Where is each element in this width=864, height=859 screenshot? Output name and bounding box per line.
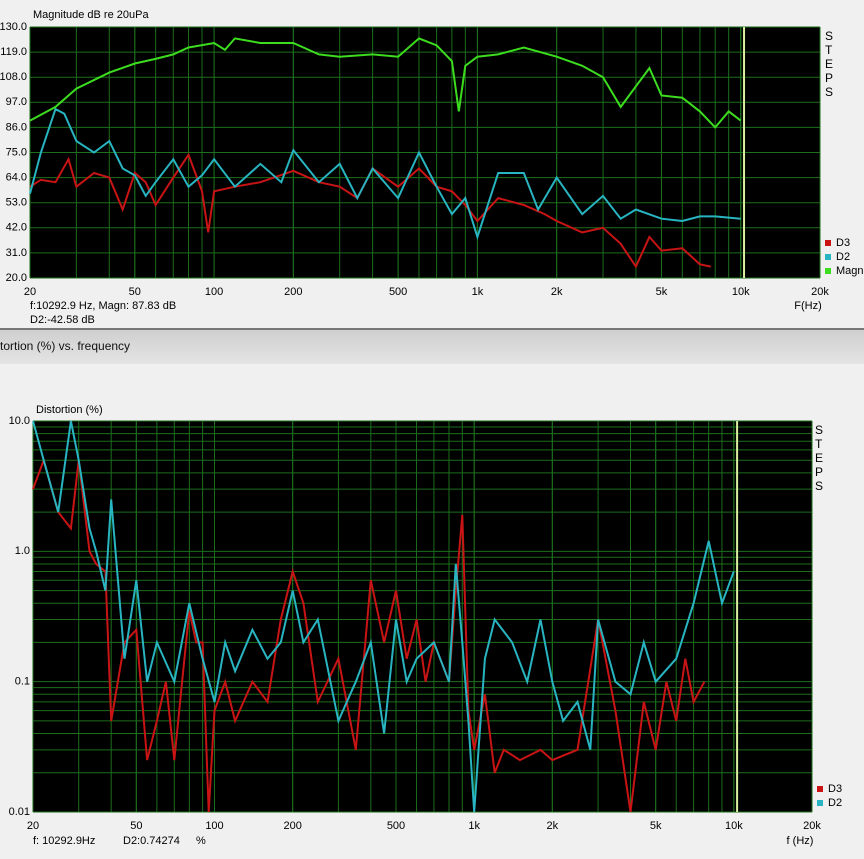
- side-label: STEPS: [815, 423, 824, 493]
- series-line: [29, 107, 741, 241]
- x-tick-label: 20: [24, 286, 36, 298]
- legend-swatch: [825, 268, 831, 274]
- x-tick-label: 20k: [811, 286, 829, 298]
- legend-swatch: [825, 240, 831, 246]
- cursor-readout: D2:-42.58 dB: [30, 314, 95, 326]
- y-tick-label: 0.1: [15, 676, 30, 688]
- x-tick-label: 10k: [725, 820, 743, 832]
- chart-title: Magnitude dB re 20uPa: [33, 9, 149, 21]
- x-tick-label: 50: [130, 820, 142, 832]
- y-tick-label: 42.0: [6, 222, 27, 234]
- legend-label: D3: [828, 783, 842, 795]
- y-tick-label: 75.0: [6, 146, 27, 158]
- x-tick-label: 50: [129, 286, 141, 298]
- y-tick-label: 0.01: [9, 806, 30, 818]
- x-axis-label: F(Hz): [794, 300, 822, 312]
- x-tick-label: 1k: [472, 286, 484, 298]
- legend-swatch: [825, 254, 831, 260]
- legend-label: D2: [836, 251, 850, 263]
- series-line: [32, 420, 735, 813]
- y-tick-label: 10.0: [9, 415, 30, 427]
- x-tick-label: 2k: [551, 286, 563, 298]
- y-tick-label: 53.0: [6, 197, 27, 209]
- series-line: [29, 37, 742, 129]
- side-label: STEPS: [825, 29, 834, 99]
- y-tick-label: 31.0: [6, 247, 27, 259]
- x-tick-label: 5k: [656, 286, 668, 298]
- x-tick-label: 1k: [468, 820, 480, 832]
- y-tick-label: 119.0: [0, 46, 27, 58]
- legend-swatch: [817, 800, 823, 806]
- x-tick-label: 10k: [732, 286, 750, 298]
- series-line: [29, 152, 712, 269]
- y-tick-label: 20.0: [6, 272, 27, 284]
- legend-label: D2: [828, 797, 842, 809]
- cursor-readout: D2:0.74274: [123, 835, 180, 847]
- x-tick-label: 200: [284, 286, 302, 298]
- y-tick-label: 108.0: [0, 71, 27, 83]
- magnitude-chart: Magnitude dB re 20uPa 20 50 100 200 500 1k 2k 5k…: [0, 9, 864, 326]
- x-tick-label: 20: [27, 820, 39, 832]
- x-tick-label: 500: [389, 286, 407, 298]
- legend-label: Magn: [836, 265, 864, 277]
- x-tick-label: 200: [283, 820, 301, 832]
- x-tick-label: 100: [205, 286, 223, 298]
- series-line: [32, 456, 706, 813]
- window-title: tortion (%) vs. frequency: [0, 339, 131, 353]
- y-tick-label: 64.0: [6, 172, 27, 184]
- y-tick-label: 1.0: [15, 545, 30, 557]
- y-tick-label: 97.0: [6, 96, 27, 108]
- window-title-bar: tortion (%) vs. frequency: [0, 328, 864, 364]
- x-tick-label: 2k: [547, 820, 559, 832]
- chart-title: Distortion (%): [36, 404, 103, 416]
- x-tick-label: 100: [205, 820, 223, 832]
- y-tick-label: 130.0: [0, 21, 27, 33]
- plot-area: [33, 421, 812, 812]
- legend-swatch: [817, 786, 823, 792]
- cursor-readout: f:10292.9 Hz, Magn: 87.83 dB: [30, 300, 176, 312]
- x-axis-label: f (Hz): [787, 835, 814, 847]
- cursor-readout: f: 10292.9Hz: [33, 835, 95, 847]
- legend-label: D3: [836, 237, 850, 249]
- cursor-readout: %: [196, 835, 206, 847]
- x-tick-label: 20k: [803, 820, 821, 832]
- distortion-chart: Distortion (%) 20 50 100 200 500 1k 2k 5k 10k 20k 0…: [9, 404, 842, 847]
- x-tick-label: 500: [387, 820, 405, 832]
- x-tick-label: 5k: [650, 820, 662, 832]
- y-tick-label: 86.0: [6, 121, 27, 133]
